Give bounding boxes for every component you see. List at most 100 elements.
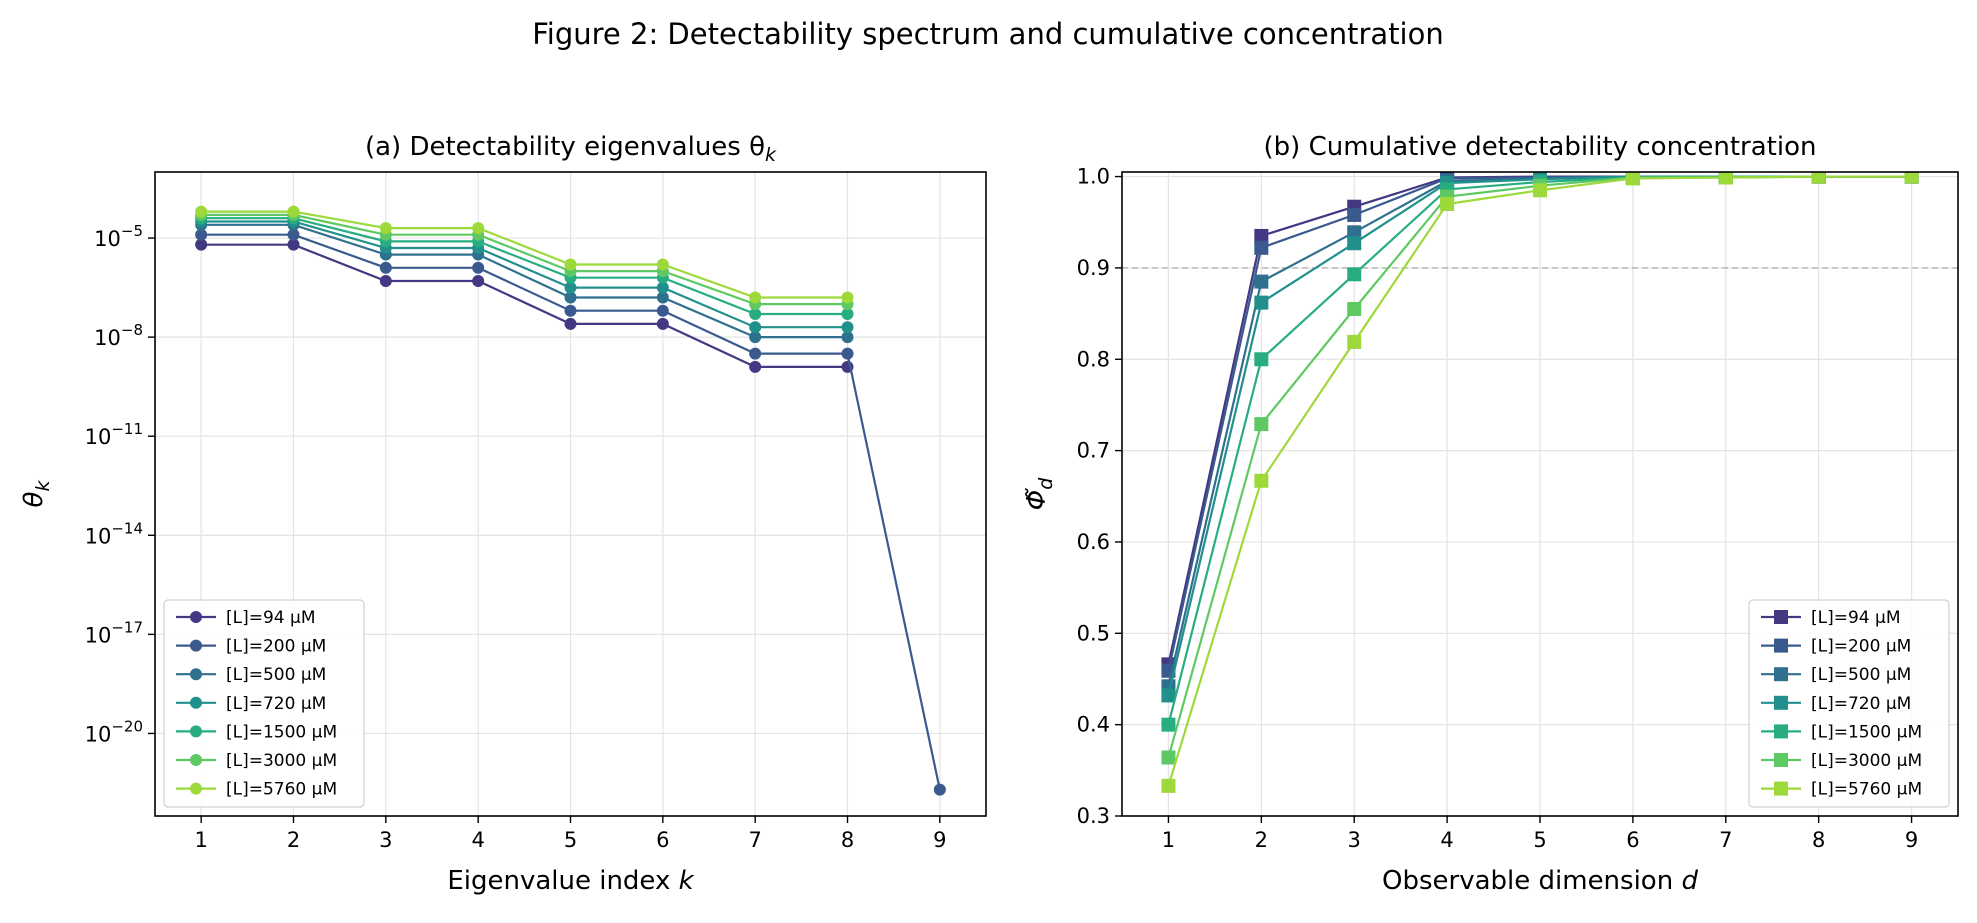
data-point bbox=[1161, 750, 1176, 765]
data-point bbox=[1347, 207, 1362, 222]
y-tick-label: 1.0 bbox=[1077, 165, 1110, 189]
data-point bbox=[472, 261, 485, 274]
legend-label: [L]=720 µM bbox=[1811, 694, 1911, 714]
y-tick-label: 10−17 bbox=[85, 618, 143, 647]
data-point bbox=[1347, 302, 1362, 317]
x-tick-label: 1 bbox=[1162, 828, 1175, 852]
data-point bbox=[841, 347, 854, 360]
data-point bbox=[749, 347, 762, 360]
data-point bbox=[287, 205, 300, 218]
x-tick-label: 5 bbox=[1533, 828, 1546, 852]
series-group bbox=[195, 205, 946, 796]
x-axis-label: Eigenvalue index k bbox=[447, 866, 694, 896]
figure-title: Figure 2: Detectability spectrum and cum… bbox=[532, 17, 1444, 51]
legend-label: [L]=720 µM bbox=[226, 694, 326, 714]
data-point bbox=[564, 291, 577, 304]
panel-a: 1 2 3 4 5 6 7 8 9 10−5 10−8 10−11 10−14 10−17 10−20 (a)… bbox=[19, 132, 987, 896]
legend-marker bbox=[1774, 610, 1788, 624]
y-tick-label: 10−11 bbox=[85, 420, 143, 449]
data-point bbox=[379, 261, 392, 274]
y-axis-label: Φ̃d bbox=[1022, 477, 1057, 510]
data-point bbox=[749, 291, 762, 304]
data-point bbox=[1347, 225, 1362, 240]
data-point bbox=[379, 222, 392, 235]
x-tick-label: 9 bbox=[933, 828, 946, 852]
x-axis-label: Observable dimension d bbox=[1382, 866, 1698, 896]
data-point bbox=[564, 304, 577, 317]
data-point bbox=[1161, 717, 1176, 732]
legend-label: [L]=200 µM bbox=[1811, 637, 1911, 657]
data-point bbox=[1347, 267, 1362, 282]
legend-box bbox=[163, 599, 365, 808]
x-tick-label: 8 bbox=[841, 828, 854, 852]
legend-marker bbox=[1774, 781, 1788, 796]
y-axis-label: θk bbox=[19, 480, 54, 508]
x-tick-label: 3 bbox=[379, 828, 392, 852]
data-point bbox=[1254, 228, 1269, 243]
data-point bbox=[933, 783, 946, 796]
series-line-4 bbox=[201, 220, 848, 329]
data-point bbox=[1533, 183, 1547, 198]
data-point bbox=[1254, 352, 1269, 367]
y-tick-label: 0.3 bbox=[1077, 804, 1110, 828]
x-tick-label: 6 bbox=[1626, 828, 1639, 852]
x-tick-label: 9 bbox=[1905, 828, 1918, 852]
data-point bbox=[287, 238, 300, 251]
y-tick-label: 10−20 bbox=[85, 717, 143, 746]
data-point bbox=[1811, 172, 1826, 184]
legend: [L]=94 µM [L]=200 µM [L]=500 µM [L]=720 µM [… bbox=[1748, 599, 1950, 808]
y-tick-label: 10−14 bbox=[85, 519, 143, 548]
x-tick-label: 1 bbox=[194, 828, 207, 852]
data-point bbox=[749, 308, 762, 321]
legend-marker bbox=[190, 782, 202, 795]
legend-label: [L]=3000 µM bbox=[1811, 751, 1922, 771]
y-tick-label: 0.8 bbox=[1077, 347, 1110, 371]
x-tick-label: 4 bbox=[471, 828, 484, 852]
legend-box bbox=[1748, 599, 1950, 808]
data-point bbox=[1347, 334, 1362, 349]
panel-title: (a) Detectability eigenvalues θk bbox=[365, 132, 777, 166]
data-point bbox=[1161, 688, 1176, 703]
data-point bbox=[195, 228, 208, 241]
data-point bbox=[656, 304, 669, 317]
x-tick-label: 6 bbox=[656, 828, 669, 852]
x-tick-label: 5 bbox=[564, 828, 577, 852]
panel-b: 1 2 3 4 5 6 7 8 9 0.3 0.4 0.5 0.6 0.7 0.8 0.9 1.0 (b) Cum… bbox=[1022, 132, 1959, 896]
legend-marker bbox=[190, 668, 202, 681]
data-point bbox=[656, 281, 669, 294]
y-tick-label: 10−8 bbox=[94, 321, 143, 350]
legend-marker bbox=[190, 725, 202, 738]
legend-marker bbox=[1774, 724, 1788, 739]
y-tick-label: 0.6 bbox=[1077, 530, 1110, 554]
data-point bbox=[749, 360, 762, 373]
series-line-7 bbox=[201, 210, 848, 299]
data-point bbox=[656, 317, 669, 330]
legend-marker bbox=[190, 696, 202, 709]
legend-label: [L]=5760 µM bbox=[226, 780, 337, 800]
data-point bbox=[287, 228, 300, 241]
legend: [L]=94 µM [L]=200 µM [L]=500 µM [L]=720 µM [… bbox=[163, 599, 365, 808]
data-point bbox=[1718, 172, 1733, 185]
x-tick-label: 4 bbox=[1440, 828, 1453, 852]
data-point bbox=[656, 258, 669, 271]
data-point bbox=[1254, 295, 1269, 310]
series-group bbox=[1161, 172, 1919, 793]
legend-marker bbox=[190, 754, 202, 766]
data-point bbox=[749, 321, 762, 334]
legend-label: [L]=500 µM bbox=[226, 665, 326, 685]
x-tick-label: 7 bbox=[1719, 828, 1732, 852]
data-point bbox=[1161, 778, 1176, 793]
legend-marker bbox=[1774, 753, 1788, 767]
series-line-5 bbox=[201, 217, 848, 316]
y-tick-label: 10−5 bbox=[94, 222, 143, 251]
data-point bbox=[841, 308, 854, 321]
data-point bbox=[1347, 236, 1362, 251]
panel-title: (b) Cumulative detectability concentrati… bbox=[1264, 132, 1817, 162]
y-tick-label: 0.9 bbox=[1077, 256, 1110, 280]
data-point bbox=[841, 291, 854, 304]
y-tick-label: 0.7 bbox=[1077, 439, 1110, 463]
data-point bbox=[1904, 172, 1919, 184]
legend-marker bbox=[1774, 695, 1788, 710]
data-point bbox=[841, 321, 854, 334]
